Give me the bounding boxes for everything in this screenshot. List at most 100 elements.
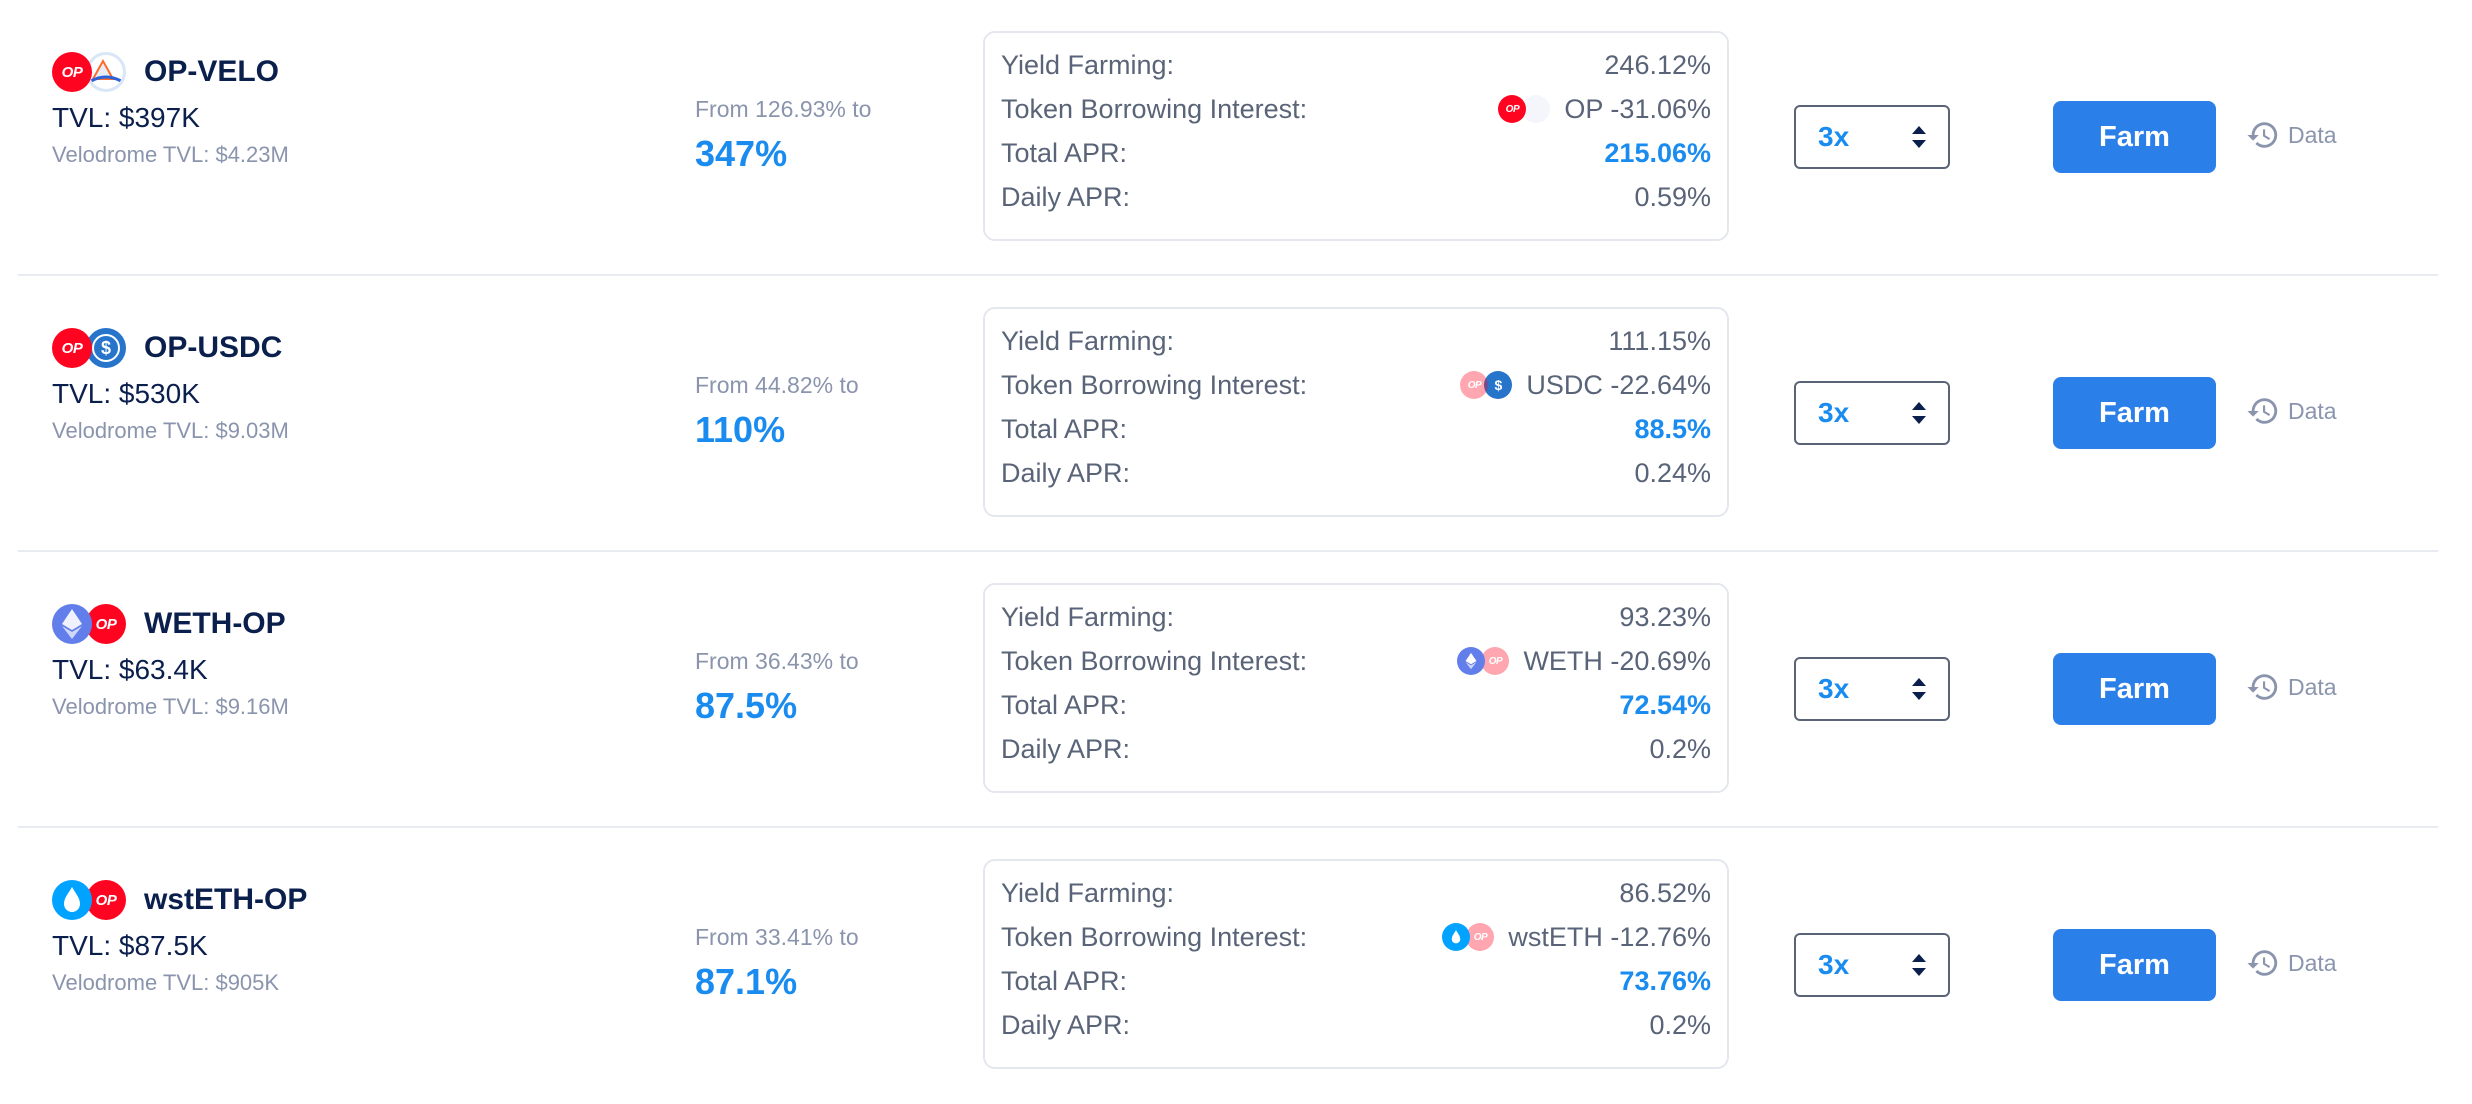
- daily-apr-value: 0.2%: [1649, 1009, 1711, 1040]
- tvl: TVL: $87.5K: [52, 930, 208, 961]
- wsteth-token-icon: [1442, 923, 1471, 951]
- op-token-icon: OP: [1466, 923, 1495, 951]
- farm-button[interactable]: Farm: [2053, 653, 2216, 725]
- row-divider: [18, 274, 2438, 276]
- data-link[interactable]: Data: [2246, 118, 2337, 152]
- farm-row: OP OP-VELO TVL: $397K Velodrome TVL: $4.…: [0, 0, 2472, 276]
- data-link[interactable]: Data: [2246, 946, 2337, 980]
- borrow-interest-label: Token Borrowing Interest:: [1001, 93, 1308, 124]
- history-icon: [2247, 674, 2278, 700]
- apr-breakdown: Yield Farming: 86.52% Token Borrowing Int…: [983, 859, 1729, 1069]
- pair-name: WETH-OP: [144, 607, 286, 640]
- data-link[interactable]: Data: [2246, 670, 2337, 704]
- total-apr-value: 73.76%: [1619, 965, 1711, 996]
- history-icon: [2247, 398, 2278, 424]
- total-apr-label: Total APR:: [1001, 413, 1128, 444]
- daily-apr-value: 0.59%: [1634, 181, 1711, 212]
- total-apr-label: Total APR:: [1001, 689, 1128, 720]
- stepper-down-icon[interactable]: [1912, 416, 1926, 424]
- leverage-stepper[interactable]: 3x: [1794, 105, 1950, 169]
- daily-apr-label: Daily APR:: [1001, 1009, 1131, 1040]
- apr-range-from: From 36.43% to: [695, 648, 859, 674]
- daily-apr-value: 0.2%: [1649, 733, 1711, 764]
- borrow-token-icons: OP: [1442, 922, 1500, 952]
- leverage-value: 3x: [1818, 673, 1850, 704]
- op-token-icon: OP: [52, 328, 92, 368]
- daily-apr-label: Daily APR:: [1001, 733, 1131, 764]
- farm-button[interactable]: Farm: [2053, 377, 2216, 449]
- tvl: TVL: $63.4K: [52, 654, 208, 685]
- farm-button[interactable]: Farm: [2053, 929, 2216, 1001]
- daily-apr-label: Daily APR:: [1001, 457, 1131, 488]
- leverage-value: 3x: [1818, 397, 1850, 428]
- apr-range-max: 110%: [695, 409, 786, 450]
- wsteth-token-icon: [52, 880, 92, 920]
- leverage-value: 3x: [1818, 949, 1850, 980]
- weth-token-icon: [52, 604, 92, 644]
- total-apr-label: Total APR:: [1001, 137, 1128, 168]
- usdc-token-icon: $: [1484, 371, 1513, 399]
- leverage-stepper[interactable]: 3x: [1794, 381, 1950, 445]
- borrow-interest-value: WETH -20.69%: [1523, 645, 1711, 676]
- stepper-up-icon[interactable]: [1912, 954, 1926, 962]
- tvl: TVL: $530K: [52, 378, 200, 409]
- data-link-label: Data: [2288, 397, 2337, 424]
- data-link-label: Data: [2288, 673, 2337, 700]
- farm-row: OP wstETH-OP TVL: $87.5K Velodrome TVL: …: [0, 828, 2472, 1104]
- op-token-icon: OP: [86, 880, 126, 920]
- yield-farming-label: Yield Farming:: [1001, 601, 1175, 632]
- pair-icons: OP: [52, 602, 126, 646]
- stepper-up-icon[interactable]: [1912, 678, 1926, 686]
- op-token-icon: OP: [86, 604, 126, 644]
- op-token-icon: OP: [1481, 647, 1510, 675]
- total-apr-label: Total APR:: [1001, 965, 1128, 996]
- borrow-token-icons: OP: [1498, 94, 1556, 124]
- borrow-interest-label: Token Borrowing Interest:: [1001, 369, 1308, 400]
- velodrome-tvl: Velodrome TVL: $905K: [52, 970, 280, 995]
- tvl: TVL: $397K: [52, 102, 200, 133]
- stepper-down-icon[interactable]: [1912, 968, 1926, 976]
- apr-breakdown: Yield Farming: 111.15% Token Borrowing In…: [983, 307, 1729, 517]
- stepper-up-icon[interactable]: [1912, 402, 1926, 410]
- usdc-token-icon: $: [86, 328, 126, 368]
- borrow-interest-label: Token Borrowing Interest:: [1001, 645, 1308, 676]
- data-link[interactable]: Data: [2246, 394, 2337, 428]
- stepper-down-icon[interactable]: [1912, 692, 1926, 700]
- op-token-icon: OP: [1460, 371, 1489, 399]
- yield-farming-value: 86.52%: [1619, 877, 1711, 908]
- apr-range-from: From 44.82% to: [695, 372, 859, 398]
- velodrome-tvl: Velodrome TVL: $9.16M: [52, 694, 289, 719]
- row-divider: [18, 550, 2438, 552]
- weth-token-icon: [1457, 647, 1486, 675]
- borrow-interest-label: Token Borrowing Interest:: [1001, 921, 1308, 952]
- stepper-down-icon[interactable]: [1912, 140, 1926, 148]
- data-link-label: Data: [2288, 949, 2337, 976]
- pair-info: OP wstETH-OP TVL: $87.5K Velodrome TVL: …: [52, 878, 612, 996]
- apr-range: From 44.82% to 110%: [695, 372, 859, 451]
- borrow-interest-value: wstETH -12.76%: [1508, 921, 1711, 952]
- farm-row: OP $ OP-USDC TVL: $530K Velodrome TVL: $…: [0, 276, 2472, 552]
- total-apr-value: 88.5%: [1634, 413, 1711, 444]
- stepper-up-icon[interactable]: [1912, 126, 1926, 134]
- yield-farming-value: 111.15%: [1608, 325, 1711, 356]
- row-divider: [18, 826, 2438, 828]
- pair-icons: OP $: [52, 326, 126, 370]
- pair-info: OP WETH-OP TVL: $63.4K Velodrome TVL: $9…: [52, 602, 612, 720]
- borrow-token-icons: OP: [1457, 646, 1515, 676]
- velo-token-icon: [1522, 95, 1551, 123]
- apr-range-max: 87.5%: [695, 685, 798, 726]
- apr-range: From 36.43% to 87.5%: [695, 648, 859, 727]
- yield-farming-label: Yield Farming:: [1001, 49, 1175, 80]
- op-token-icon: OP: [52, 52, 92, 92]
- pair-icons: OP: [52, 50, 126, 94]
- farm-button[interactable]: Farm: [2053, 101, 2216, 173]
- borrow-interest-value: OP -31.06%: [1564, 93, 1711, 124]
- apr-range-max: 87.1%: [695, 961, 798, 1002]
- apr-range-max: 347%: [695, 133, 788, 174]
- pair-info: OP OP-VELO TVL: $397K Velodrome TVL: $4.…: [52, 50, 612, 168]
- velo-token-icon: [86, 52, 126, 92]
- total-apr-value: 72.54%: [1619, 689, 1711, 720]
- leverage-stepper[interactable]: 3x: [1794, 933, 1950, 997]
- velodrome-tvl: Velodrome TVL: $9.03M: [52, 418, 289, 443]
- leverage-stepper[interactable]: 3x: [1794, 657, 1950, 721]
